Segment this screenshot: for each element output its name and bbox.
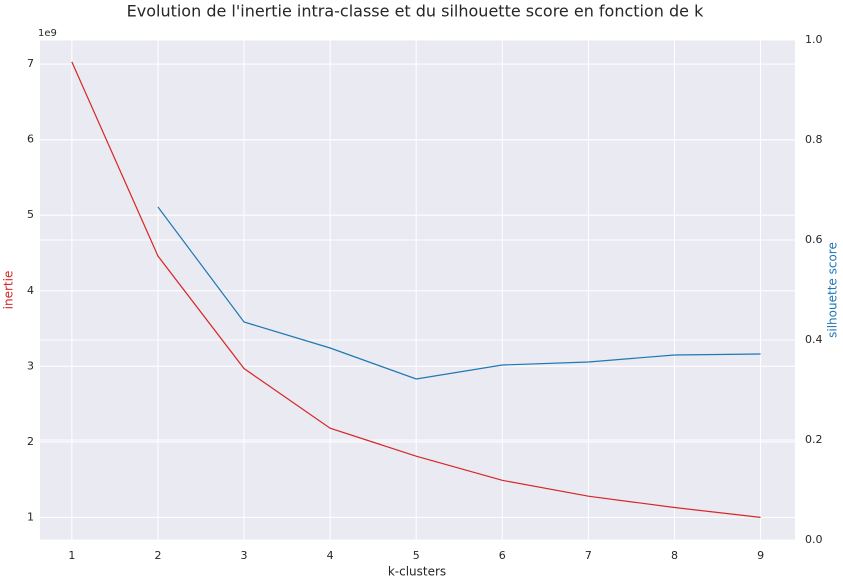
- y2-tick-label: 0.6: [805, 233, 823, 246]
- y2-tick-label: 0.8: [805, 133, 823, 146]
- y-tick-label: 6: [27, 133, 34, 146]
- y-tick-label: 2: [27, 435, 34, 448]
- chart-title: Evolution de l'inertie intra-classe et d…: [127, 2, 704, 21]
- x-tick-label: 4: [327, 549, 334, 562]
- x-tick-label: 2: [154, 549, 161, 562]
- y-tick-label: 4: [27, 284, 34, 297]
- grid: [40, 39, 795, 541]
- y-tick-label: 7: [27, 57, 34, 70]
- y2-axis-label: silhouette score: [826, 242, 840, 338]
- y2-tick-label: 1.0: [805, 33, 823, 46]
- x-tick-label: 9: [757, 549, 764, 562]
- plot-area: [40, 40, 795, 540]
- y-tick-label: 5: [27, 208, 34, 221]
- x-tick-label: 7: [585, 549, 592, 562]
- series-line: [71, 61, 761, 518]
- x-tick-label: 6: [499, 549, 506, 562]
- x-tick-label: 3: [241, 549, 248, 562]
- y-axis-label: inertie: [2, 271, 16, 310]
- y-offset-label: 1e9: [38, 28, 57, 39]
- x-tick-label: 1: [68, 549, 75, 562]
- x-axis-label: k-clusters: [388, 565, 446, 579]
- y2-tick-label: 0.2: [805, 433, 823, 446]
- y2-tick-label: 0.0: [805, 533, 823, 546]
- x-tick-label: 5: [413, 549, 420, 562]
- y-tick-label: 1: [27, 510, 34, 523]
- series-line: [157, 206, 761, 380]
- y2-tick-label: 0.4: [805, 333, 823, 346]
- x-tick-label: 8: [671, 549, 678, 562]
- y-tick-label: 3: [27, 359, 34, 372]
